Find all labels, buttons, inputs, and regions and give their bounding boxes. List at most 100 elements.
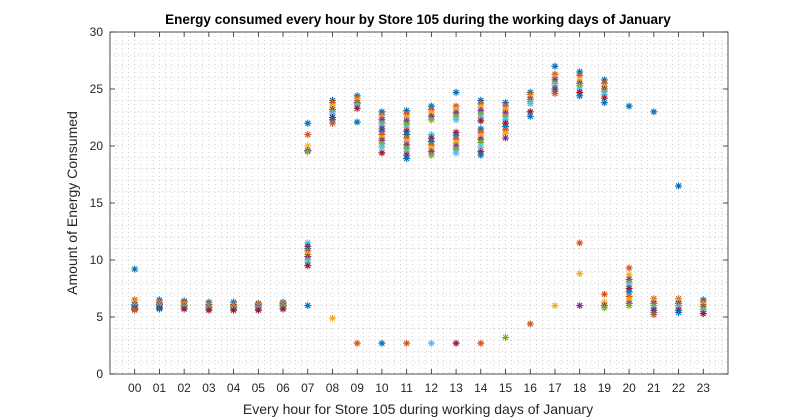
data-point bbox=[403, 339, 411, 347]
data-point bbox=[526, 108, 534, 116]
data-point bbox=[304, 262, 312, 270]
data-point bbox=[600, 304, 608, 312]
y-tick-label: 15 bbox=[90, 196, 104, 210]
x-tick-label: 02 bbox=[177, 381, 191, 395]
data-point bbox=[502, 134, 510, 142]
data-point bbox=[452, 339, 460, 347]
data-point bbox=[378, 149, 386, 157]
data-point bbox=[328, 119, 336, 127]
x-tick-label: 00 bbox=[128, 381, 142, 395]
x-tick-label: 17 bbox=[548, 381, 562, 395]
x-tick-label: 15 bbox=[499, 381, 513, 395]
data-point bbox=[427, 116, 435, 124]
data-point bbox=[576, 71, 584, 79]
data-point bbox=[328, 314, 336, 322]
y-tick-label: 25 bbox=[90, 82, 104, 96]
x-tick-label: 21 bbox=[647, 381, 661, 395]
data-point bbox=[526, 112, 534, 120]
x-tick-label: 16 bbox=[524, 381, 538, 395]
y-axis-label: Amount of Energy Consumed bbox=[64, 111, 80, 295]
data-point bbox=[650, 108, 658, 116]
data-point bbox=[477, 143, 485, 151]
data-point bbox=[625, 288, 633, 296]
data-point bbox=[650, 311, 658, 319]
data-point bbox=[279, 305, 287, 313]
data-point bbox=[502, 334, 510, 342]
data-point bbox=[353, 118, 361, 126]
x-tick-label: 23 bbox=[697, 381, 711, 395]
data-point bbox=[600, 99, 608, 107]
data-point bbox=[600, 94, 608, 102]
data-point bbox=[353, 339, 361, 347]
x-tick-label: 01 bbox=[153, 381, 167, 395]
data-point bbox=[576, 92, 584, 100]
data-point bbox=[625, 102, 633, 110]
data-point bbox=[576, 270, 584, 278]
x-tick-label: 13 bbox=[449, 381, 463, 395]
data-point bbox=[477, 139, 485, 147]
data-point bbox=[551, 90, 559, 98]
data-point bbox=[131, 306, 139, 314]
y-tick-label: 0 bbox=[96, 367, 103, 381]
data-point bbox=[205, 306, 213, 314]
y-tick-label: 10 bbox=[90, 253, 104, 267]
data-point bbox=[378, 143, 386, 151]
data-point bbox=[576, 239, 584, 247]
data-point bbox=[526, 100, 534, 108]
data-point bbox=[254, 306, 262, 314]
data-point bbox=[304, 142, 312, 150]
data-point bbox=[477, 117, 485, 125]
data-point bbox=[675, 182, 683, 190]
x-tick-label: 08 bbox=[326, 381, 340, 395]
grid bbox=[110, 31, 728, 375]
y-tick-label: 5 bbox=[96, 310, 103, 324]
x-tick-label: 05 bbox=[252, 381, 266, 395]
data-point bbox=[625, 264, 633, 272]
data-point bbox=[477, 339, 485, 347]
x-axis-label: Every hour for Store 105 during working … bbox=[243, 401, 593, 417]
data-point bbox=[353, 104, 361, 112]
data-point bbox=[526, 320, 534, 328]
x-tick-label: 12 bbox=[425, 381, 439, 395]
x-tick-label: 20 bbox=[622, 381, 636, 395]
y-tick-label: 20 bbox=[90, 139, 104, 153]
x-tick-label: 14 bbox=[474, 381, 488, 395]
x-tick-label: 22 bbox=[672, 381, 686, 395]
data-point bbox=[625, 302, 633, 310]
data-point bbox=[675, 308, 683, 316]
data-points bbox=[131, 62, 707, 347]
chart-title: Energy consumed every hour by Store 105 … bbox=[165, 12, 671, 27]
data-point bbox=[699, 310, 707, 318]
data-point bbox=[304, 148, 312, 156]
data-point bbox=[131, 265, 139, 273]
x-tick-label: 18 bbox=[573, 381, 587, 395]
data-point bbox=[427, 151, 435, 159]
data-point bbox=[477, 151, 485, 159]
data-point bbox=[452, 149, 460, 157]
data-point bbox=[427, 339, 435, 347]
data-point bbox=[576, 302, 584, 310]
x-tick-label: 10 bbox=[375, 381, 389, 395]
data-point bbox=[551, 62, 559, 70]
x-tick-label: 11 bbox=[400, 381, 413, 395]
data-point bbox=[304, 131, 312, 139]
data-point bbox=[625, 271, 633, 279]
x-tick-label: 04 bbox=[227, 381, 241, 395]
x-tick-label: 09 bbox=[351, 381, 365, 395]
y-tick-label: 30 bbox=[90, 25, 104, 39]
x-tick-label: 07 bbox=[301, 381, 315, 395]
x-tick-label: 06 bbox=[276, 381, 290, 395]
data-point bbox=[304, 119, 312, 127]
data-point bbox=[180, 305, 188, 313]
data-point bbox=[378, 339, 386, 347]
data-point bbox=[230, 306, 238, 314]
data-point bbox=[600, 290, 608, 298]
x-tick-label: 03 bbox=[202, 381, 216, 395]
x-tick-label: 19 bbox=[598, 381, 612, 395]
data-point bbox=[304, 302, 312, 310]
data-point bbox=[155, 305, 163, 313]
data-point bbox=[403, 155, 411, 163]
data-point bbox=[452, 88, 460, 96]
